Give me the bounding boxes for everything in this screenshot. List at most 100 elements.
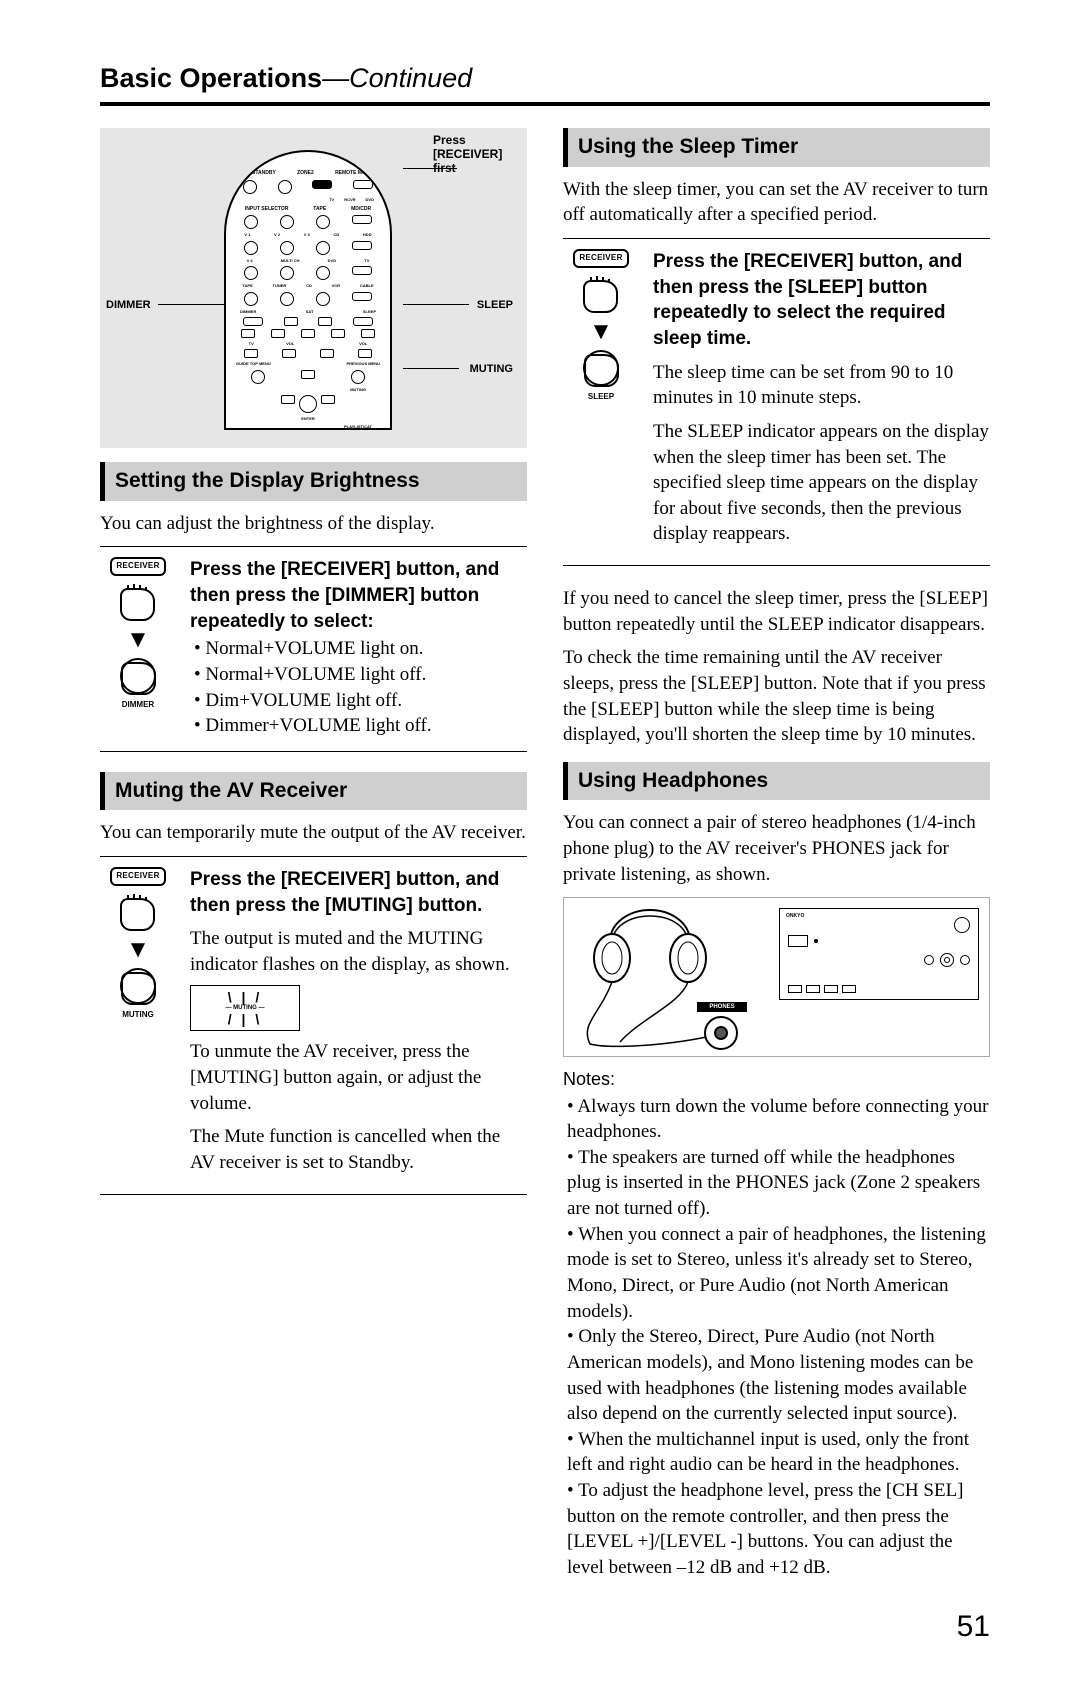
tiny-label: TV (329, 197, 334, 202)
tiny-label: ZONE2 (297, 170, 314, 177)
headphone-note: To adjust the headphone level, press the… (567, 1478, 990, 1581)
receiver-front-panel: ONKYO (779, 908, 979, 1000)
tiny-label: VOL (359, 341, 367, 346)
tiny-label: DIMMER (240, 309, 256, 314)
headphones-heading: Using Headphones (563, 762, 990, 800)
tiny-label: GUIDE TOP MENU (236, 361, 271, 366)
muting-callout: MUTING (470, 362, 513, 377)
press-receiver-first-label: Press [RECEIVER] first (433, 134, 517, 175)
tiny-label: CD (306, 283, 312, 288)
tiny-label: TUNER (273, 283, 287, 288)
tiny-label: TV (364, 258, 369, 263)
brightness-instruction: RECEIVER ▼ DIMMER Press the [RECEIVER] b… (100, 546, 527, 751)
headphone-note: When you connect a pair of headphones, t… (567, 1222, 990, 1325)
hand-press-icon (115, 582, 161, 622)
brand-label: ONKYO (786, 913, 804, 920)
tiny-label: MUTING (350, 387, 366, 392)
receiver-icon: RECEIVER (110, 867, 165, 886)
sleep-instruction: RECEIVER ▼ SLEEP Press the [RECEIVER] bu… (563, 238, 990, 566)
muting-heading: Muting the AV Receiver (100, 772, 527, 810)
tiny-label: TAPE (313, 206, 326, 213)
muting-display-diagram: \ | / — MUTING — / | \ (190, 985, 300, 1031)
headphone-note: The speakers are turned off while the he… (567, 1145, 990, 1222)
headphone-note: Only the Stereo, Direct, Pure Audio (not… (567, 1324, 990, 1427)
muting-p2: To unmute the AV receiver, press the [MU… (190, 1039, 527, 1116)
sleep-after1: If you need to cancel the sleep timer, p… (563, 586, 990, 637)
muting-p3: The Mute function is cancelled when the … (190, 1124, 527, 1175)
tiny-label: V 2 (274, 232, 280, 237)
tiny-label: SLEEP (363, 309, 376, 314)
sleep-callout: SLEEP (477, 298, 513, 313)
sleep-button-label: SLEEP (588, 392, 614, 403)
receiver-line (403, 168, 457, 169)
hand-press-icon (578, 274, 624, 314)
hand-press-icon (116, 966, 162, 1006)
brightness-option: Dim+VOLUME light off. (194, 688, 527, 714)
page-title-text: Basic Operations (100, 63, 322, 93)
tiny-label: VOL (286, 341, 294, 346)
tiny-label: CD (333, 232, 339, 237)
sleep-after2: To check the time remaining until the AV… (563, 645, 990, 748)
tiny-label: MULTI CH (281, 258, 300, 263)
headphone-note: When the multichannel input is used, onl… (567, 1427, 990, 1478)
tiny-label: V 3 (304, 232, 310, 237)
muting-button-label: MUTING (122, 1010, 154, 1021)
dimmer-line (158, 304, 224, 305)
arrow-down-icon: ▼ (126, 938, 150, 962)
muting-instruction: RECEIVER ▼ MUTING Press the [RECEIVER] b… (100, 856, 527, 1195)
sleep-p2: The SLEEP indicator appears on the displ… (653, 419, 990, 547)
phones-jack-icon (704, 1016, 738, 1050)
muting-line (403, 368, 459, 369)
tiny-label: REMOTE MODE (335, 170, 373, 177)
page-number: 51 (100, 1607, 990, 1648)
sleep-heading: Using the Sleep Timer (563, 128, 990, 166)
tiny-label: PREVIOUS MENU (346, 361, 380, 366)
brightness-option: Normal+VOLUME light on. (194, 636, 527, 662)
left-column: Press [RECEIVER] first DIMMER SLEEP MUTI… (100, 128, 527, 1582)
tiny-label: HDD (363, 232, 372, 237)
muting-p1: The output is muted and the MUTING indic… (190, 926, 527, 977)
headphones-diagram: ONKYO PHONES (563, 897, 990, 1057)
hand-press-icon (579, 348, 625, 388)
tiny-label: TV (249, 341, 254, 346)
muting-intro: You can temporarily mute the output of t… (100, 820, 527, 846)
tiny-label: INPUT SELECTOR (245, 206, 289, 213)
arrow-down-icon: ▼ (589, 320, 613, 344)
page-title: Basic Operations—Continued (100, 60, 990, 106)
right-column: Using the Sleep Timer With the sleep tim… (563, 128, 990, 1582)
sleep-intro: With the sleep timer, you can set the AV… (563, 177, 990, 228)
receiver-icon: RECEIVER (110, 557, 165, 576)
sleep-p1: The sleep time can be set from 90 to 10 … (653, 360, 990, 411)
tiny-label: ON/STANDBY (243, 170, 276, 177)
tiny-label: DVD (366, 197, 374, 202)
tiny-label: SAT (306, 309, 314, 314)
phones-jack-label: PHONES (697, 1002, 747, 1012)
sleep-line (403, 304, 469, 305)
brightness-bold: Press the [RECEIVER] button, and then pr… (190, 557, 527, 634)
page-title-continued: —Continued (322, 63, 472, 93)
hand-press-icon (115, 892, 161, 932)
tiny-label: PLAYLIST/CAT (344, 424, 372, 429)
brightness-option: Dimmer+VOLUME light off. (194, 713, 527, 739)
remote-body-outline: ON/STANDBY ZONE2 REMOTE MODE TV RCVR DVD INP… (224, 150, 392, 430)
headphones-intro: You can connect a pair of stereo headpho… (563, 810, 990, 887)
dimmer-button-label: DIMMER (122, 700, 154, 711)
tiny-label: ENTER (301, 416, 315, 421)
brightness-heading: Setting the Display Brightness (100, 462, 527, 500)
tiny-label: TAPE (242, 283, 252, 288)
tiny-label: CABLE (360, 283, 374, 288)
tiny-label: MD/CDR (351, 206, 371, 213)
brightness-option: Normal+VOLUME light off. (194, 662, 527, 688)
hand-press-icon (116, 656, 162, 696)
muting-bold: Press the [RECEIVER] button, and then pr… (190, 867, 527, 918)
sleep-bold: Press the [RECEIVER] button, and then pr… (653, 249, 990, 352)
receiver-icon: RECEIVER (573, 249, 628, 268)
tiny-label: V 1 (244, 232, 250, 237)
headphone-note: Always turn down the volume before conne… (567, 1094, 990, 1145)
remote-diagram: Press [RECEIVER] first DIMMER SLEEP MUTI… (100, 128, 527, 448)
brightness-intro: You can adjust the brightness of the dis… (100, 511, 527, 537)
notes-label: Notes: (563, 1067, 990, 1091)
tiny-label: VCR (332, 283, 340, 288)
tiny-label: RCVR (344, 197, 355, 202)
dimmer-callout: DIMMER (106, 298, 151, 313)
